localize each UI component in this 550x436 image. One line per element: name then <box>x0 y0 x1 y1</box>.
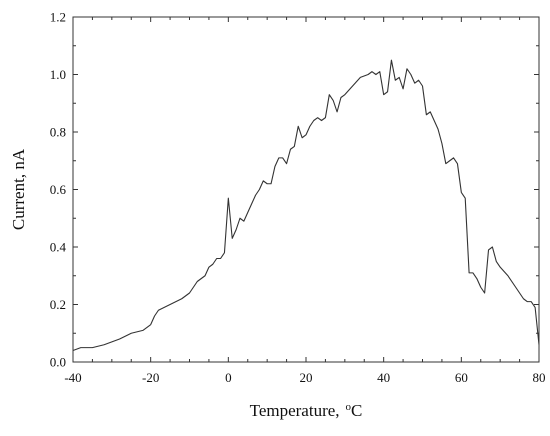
y-tick-label: 0.4 <box>50 240 67 255</box>
x-axis-unit: C <box>351 401 362 420</box>
current-series-line <box>72 59 540 352</box>
x-axis-unit-superscript: o <box>346 401 352 413</box>
x-tick-label: -20 <box>142 370 159 385</box>
x-tick-label: 60 <box>455 370 468 385</box>
tick-labels: -40 -20 0 20 40 60 80 0.0 0.2 0.4 0.6 0.8 1.0 1.2 <box>50 10 546 386</box>
plot-frame <box>72 16 540 363</box>
x-tick-label: -40 <box>64 370 81 385</box>
x-tick-label: 40 <box>377 370 390 385</box>
y-tick-label: 0.0 <box>50 355 66 370</box>
y-tick-label: 0.8 <box>50 125 66 140</box>
x-tick-label: 0 <box>225 370 232 385</box>
y-tick-label: 1.2 <box>50 10 66 25</box>
y-tick-label: 1.0 <box>50 67 66 82</box>
y-axis-title: Current, nA <box>9 148 28 230</box>
y-tick-label: 0.2 <box>50 297 66 312</box>
x-axis-title: Temperature, oC <box>250 401 363 420</box>
y-tick-label: 0.6 <box>50 182 67 197</box>
x-tick-label: 20 <box>300 370 313 385</box>
axis-ticks <box>72 16 540 363</box>
x-axis-title-text: Temperature, <box>250 401 340 420</box>
x-tick-label: 80 <box>533 370 546 385</box>
